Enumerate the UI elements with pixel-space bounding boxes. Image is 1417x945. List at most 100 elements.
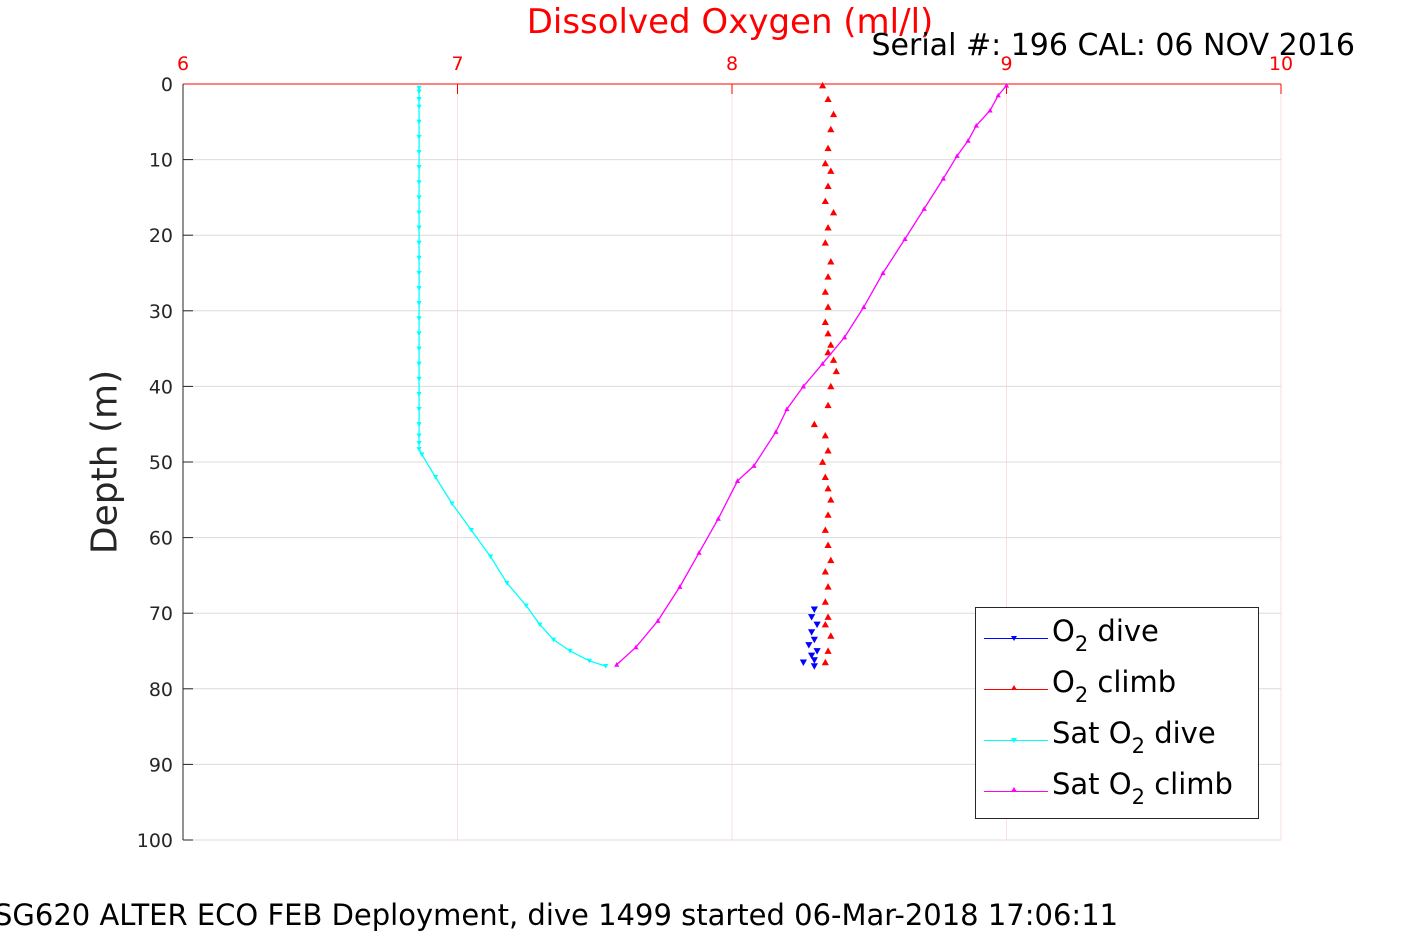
series-o2-climb [810,81,840,666]
legend-marker [1011,685,1017,690]
data-point [808,629,816,636]
data-point [827,496,835,503]
data-point [821,568,829,575]
data-point [824,484,832,492]
y-tick-label: 40 [149,376,173,398]
y-tick-label: 10 [149,150,173,172]
legend-label: O2 dive [1052,614,1159,656]
data-point [1003,82,1010,88]
data-point [751,463,757,468]
data-point [824,329,832,337]
data-point [827,125,835,133]
legend: O2 dive O2 climb Sat O2 dive Sat O2 climb [975,607,1259,819]
data-point [880,270,886,276]
data-point [819,361,826,366]
data-point [827,258,835,265]
chart-title: Dissolved Oxygen (ml/l) [526,2,934,42]
data-point [416,85,422,91]
data-point [940,175,946,181]
data-point [824,447,832,454]
data-point [416,134,422,140]
data-point [827,382,835,390]
data-point [824,541,832,549]
legend-label: Sat O2 dive [1052,716,1216,758]
data-point [416,180,422,185]
legend-item: Sat O2 dive [976,712,1258,762]
data-point [821,620,829,628]
data-point [715,516,721,521]
data-point [614,662,620,667]
data-point [824,95,832,102]
data-point [861,304,867,310]
data-point [810,636,818,644]
data-point [841,334,848,340]
data-point [829,208,838,216]
x-tick-label: 7 [451,53,463,75]
data-point [416,422,422,427]
series-line [616,85,1007,666]
x-tick-label: 10 [1269,53,1293,75]
data-point [416,376,422,382]
data-point [655,618,661,623]
data-point [832,367,840,375]
data-point [821,598,829,605]
data-point [696,550,702,555]
data-point [821,658,829,666]
data-point [821,431,829,439]
data-point [824,583,832,590]
x-tick-label: 8 [726,53,738,75]
legend-item: O2 climb [976,661,1258,711]
data-point [954,153,960,158]
data-point [827,556,835,564]
data-point [550,637,557,643]
data-point [416,331,422,337]
data-point [416,301,422,306]
data-point [416,441,422,446]
data-point [416,104,422,110]
data-point [808,652,816,660]
y-tick-label: 0 [161,74,173,96]
data-point [416,210,422,216]
data-point [677,584,683,589]
legend-label: Sat O2 climb [1052,767,1233,809]
data-point [821,526,829,533]
data-point [965,138,971,143]
data-point [799,659,807,666]
legend-marker [1011,636,1017,641]
data-point [805,642,813,649]
legend-label: O2 climb [1052,665,1177,707]
legend-marker [1011,787,1017,792]
data-point [824,511,832,518]
data-point [523,603,529,609]
data-point [995,92,1001,98]
data-point [416,361,422,367]
data-point [416,225,422,231]
x-tick-label: 6 [177,53,189,75]
data-point [818,458,827,465]
y-tick-label: 30 [149,301,173,323]
data-point [416,391,422,397]
y-tick-label: 100 [137,830,173,852]
data-point [419,452,425,458]
data-point [902,236,908,242]
data-point [829,110,838,118]
data-point [487,554,494,560]
x-tick-label: 9 [1000,53,1012,75]
data-point [821,159,829,167]
data-point [827,341,835,348]
data-point [827,632,835,639]
data-point [416,97,422,102]
data-point [416,316,422,321]
data-point [784,406,790,412]
data-point [824,144,832,152]
footer-caption: SG620 ALTER ECO FEB Deployment, dive 149… [0,898,1119,932]
data-point [416,149,422,155]
data-point [432,475,439,480]
data-point [821,197,829,205]
y-tick-label: 70 [149,603,173,625]
data-point [824,348,832,356]
data-point [821,473,829,480]
data-point [773,429,779,434]
data-point [821,239,829,246]
